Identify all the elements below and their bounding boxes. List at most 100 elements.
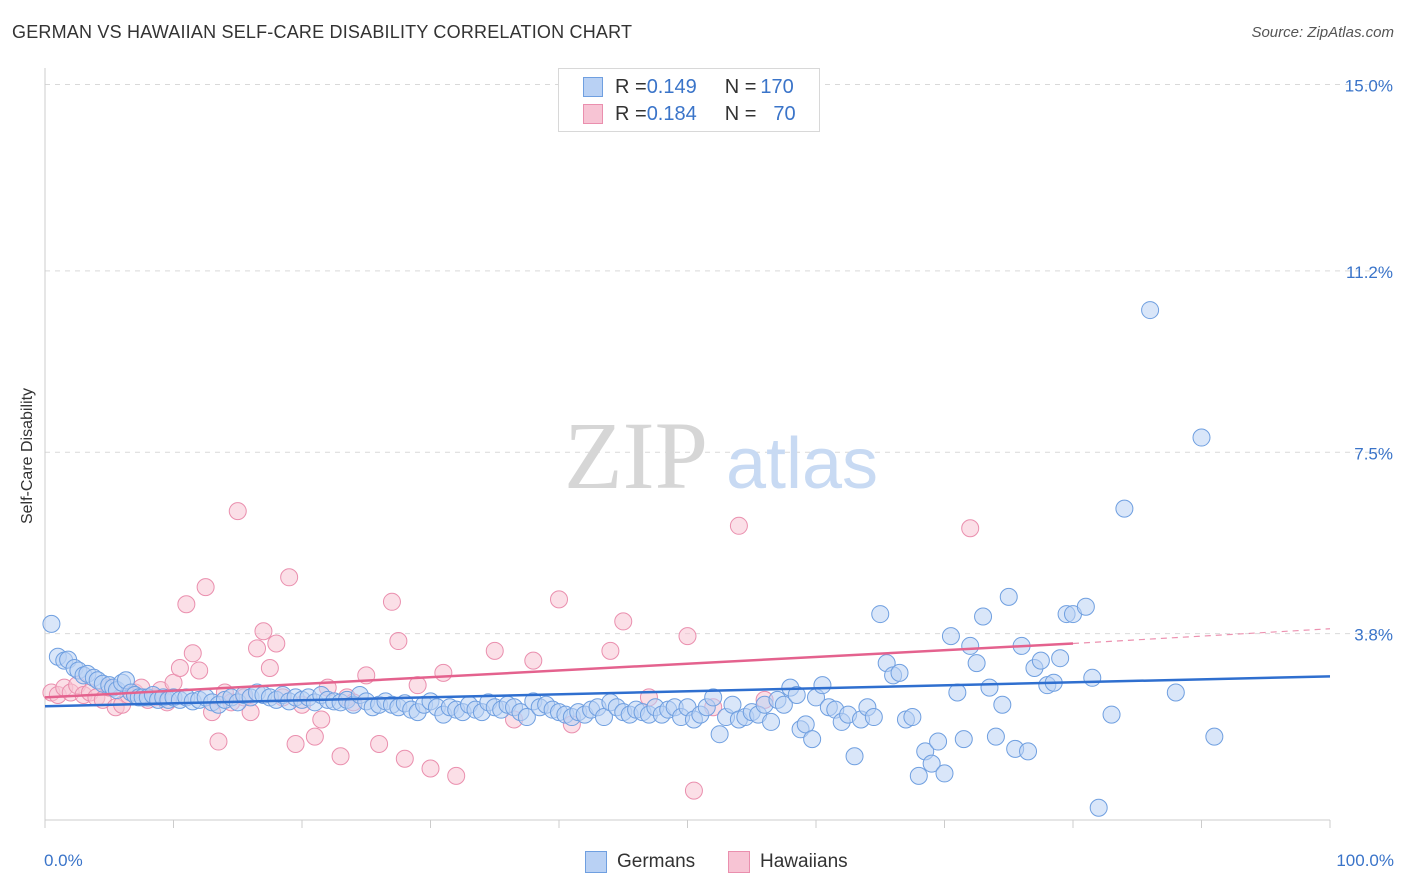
hawaiian-point [280, 568, 299, 587]
chart-title: GERMAN VS HAWAIIAN SELF-CARE DISABILITY … [12, 22, 633, 42]
german-point [1192, 428, 1211, 447]
series-legend-germans: Germans [585, 851, 695, 873]
hawaiian-point [729, 516, 748, 535]
y-tick-label: 3.8% [1354, 626, 1393, 645]
hawaiian-point [177, 595, 196, 614]
legend-swatch-germans [583, 77, 603, 97]
hawaiian-point [305, 727, 324, 746]
series-label-hawaiians: Hawaiians [760, 851, 848, 872]
german-point [813, 676, 832, 695]
x-tick-max: 100.0% [1336, 851, 1394, 870]
hawaiian-point [485, 641, 504, 660]
german-point [1166, 683, 1185, 702]
hawaiian-point [684, 781, 703, 800]
hawaiian-point [524, 651, 543, 670]
german-trend-line [44, 675, 1331, 708]
legend-n-label: N = [724, 102, 757, 125]
hawaiian-point [170, 659, 189, 677]
german-point [941, 627, 960, 646]
german-point [903, 708, 922, 727]
german-point [1141, 301, 1160, 320]
german-point [1083, 668, 1102, 687]
hawaiian-trend-extension [1072, 628, 1331, 645]
hawaiian-point [614, 612, 633, 631]
hawaiian-point [370, 735, 389, 753]
hawaiian-point [389, 632, 408, 651]
german-point [1102, 705, 1121, 724]
german-point [704, 688, 723, 707]
hawaiian-point [331, 747, 350, 766]
german-point [961, 636, 980, 655]
hawaiian-point [678, 627, 697, 646]
german-point [803, 730, 822, 749]
hawaiian-points [42, 502, 980, 800]
german-point [774, 695, 793, 714]
stats-legend: R = 0.149 N = 170 R = 0.184 N = 70 [558, 68, 820, 132]
hawaiian-point [196, 578, 215, 597]
hawaiian-point [312, 710, 331, 729]
german-point [980, 678, 999, 697]
y-tick-labels: 3.8% 7.5% 11.2% 15.0% [1345, 77, 1393, 645]
legend-swatch-hawaiians [583, 104, 603, 124]
hawaiian-point [190, 661, 209, 680]
legend-r-value: 0.149 [646, 75, 697, 98]
german-points [42, 301, 1224, 817]
series-legend-hawaiians: Hawaiians [728, 851, 848, 873]
german-point [1051, 649, 1070, 668]
hawaiian-point [183, 644, 202, 663]
hawaiian-point [434, 663, 453, 682]
german-point [762, 712, 781, 731]
y-tick-label: 15.0% [1345, 77, 1393, 96]
source-label: Source: ZipAtlas.com [1251, 24, 1394, 41]
hawaiian-point [248, 639, 267, 658]
hawaiian-point [421, 759, 440, 778]
hawaiian-point [254, 622, 273, 641]
legend-r-label: R = [615, 75, 647, 98]
german-point [1031, 651, 1050, 670]
german-point [922, 754, 941, 773]
x-tick-min: 0.0% [44, 851, 83, 870]
german-point [986, 727, 1005, 746]
german-point [845, 747, 864, 766]
hawaiian-point [395, 749, 414, 768]
german-point [710, 725, 729, 744]
watermark-zip: ZIP [564, 402, 708, 509]
german-point [1076, 597, 1095, 616]
german-point [929, 732, 948, 751]
german-point [993, 695, 1012, 714]
hawaiian-point [447, 766, 466, 785]
watermark-atlas: atlas [726, 424, 878, 504]
series-label-germans: Germans [617, 851, 696, 872]
german-point [1115, 499, 1134, 518]
hawaiian-trend-line [44, 642, 1074, 699]
german-point [935, 764, 954, 783]
german-point [967, 654, 986, 673]
watermark: ZIP atlas [564, 402, 878, 509]
german-point [864, 708, 883, 727]
series-swatch-hawaiians [728, 851, 750, 873]
trend-lines [44, 628, 1331, 708]
legend-r-value: 0.184 [646, 102, 697, 125]
gridlines [45, 84, 1395, 635]
hawaiian-point [550, 590, 568, 609]
hawaiian-point [267, 634, 286, 653]
series-legend: Germans Hawaiians [0, 851, 1406, 879]
legend-n-value: 170 [760, 75, 794, 98]
german-point [974, 607, 993, 626]
hawaiian-point [209, 732, 228, 751]
german-point [1089, 798, 1108, 817]
german-point [42, 614, 61, 633]
hawaiian-point [286, 735, 305, 753]
legend-n-label: N = [724, 75, 757, 98]
hawaiian-point [228, 502, 247, 521]
y-axis-label: Self-Care Disability [19, 387, 36, 525]
y-tick-label: 11.2% [1346, 263, 1393, 282]
legend-n-value: 70 [773, 102, 796, 125]
german-point [871, 605, 890, 624]
legend-row-germans: R = 0.149 N = 170 [583, 75, 794, 99]
german-point [1019, 742, 1038, 761]
legend-row-hawaiians: R = 0.184 N = 70 [583, 102, 796, 126]
hawaiian-point [961, 519, 980, 538]
german-point [890, 663, 909, 682]
